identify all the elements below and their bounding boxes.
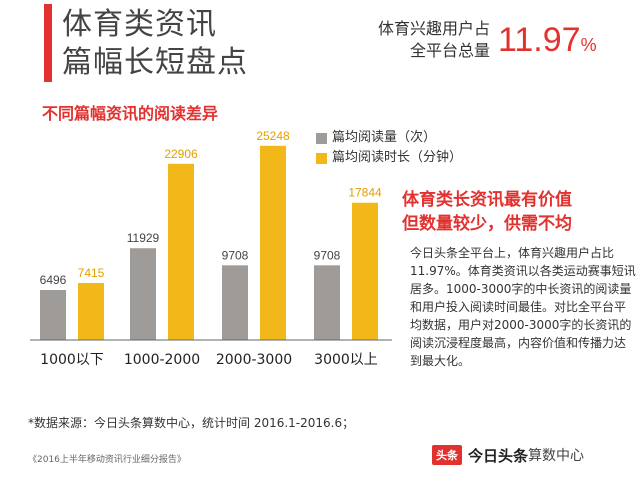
insight-heading: 体育类长资讯最有价值 但数量较少，供需不均 — [402, 188, 632, 236]
bar-read-2 — [222, 265, 248, 340]
chart-title: 不同篇幅资讯的阅读差异 — [42, 104, 219, 123]
bar-time-1 — [168, 163, 194, 340]
stat-label-line1: 体育兴趣用户占 — [377, 19, 490, 38]
data-label-read-3: 9708 — [314, 248, 341, 262]
data-source-note: *数据来源：今日头条算数中心，统计时间 2016.1-2016.6； — [28, 416, 355, 430]
bar-time-3 — [352, 202, 378, 340]
stat-value-unit: % — [580, 35, 597, 55]
page-title-line1: 体育类资讯 — [62, 7, 217, 42]
category-label-2: 2000-3000 — [216, 352, 292, 368]
brand-suffix: 算数中心 — [528, 448, 585, 464]
legend-label-read: 篇均阅读量（次） — [332, 130, 437, 145]
brand-logo-icon: 头条 — [432, 445, 462, 465]
data-label-time-3: 17844 — [348, 186, 382, 200]
data-label-time-0: 7415 — [78, 266, 105, 280]
bar-time-2 — [260, 145, 286, 340]
report-name: 《2016上半年移动资讯行业细分报告》 — [28, 455, 186, 465]
category-label-3: 3000以上 — [314, 352, 378, 368]
data-label-time-1: 22906 — [164, 147, 198, 161]
insight-heading-line2: 但数量较少，供需不均 — [402, 214, 572, 234]
data-label-read-0: 6496 — [40, 273, 67, 287]
legend-item-read: 篇均阅读量（次） — [316, 128, 462, 148]
legend-label-time: 篇均阅读时长（分钟） — [332, 150, 463, 165]
category-label-0: 1000以下 — [40, 352, 104, 368]
legend-swatch-read — [316, 132, 327, 144]
stat-label-line2: 全平台总量 — [409, 41, 490, 60]
brand-name: 今日头条 — [468, 446, 529, 465]
page-title-line2: 篇幅长短盘点 — [62, 45, 248, 80]
stat-value: 11.97% — [498, 20, 597, 65]
data-label-time-2: 25248 — [256, 129, 290, 143]
bar-read-1 — [130, 248, 156, 340]
insight-body: 今日头条全平台上，体育兴趣用户占比11.97%。体育类资讯以各类运动赛事短讯居多… — [410, 246, 636, 368]
bar-read-3 — [314, 265, 340, 340]
legend-item-time: 篇均阅读时长（分钟） — [316, 148, 462, 168]
data-label-read-1: 11929 — [127, 231, 160, 245]
insight-heading-line1: 体育类长资讯最有价值 — [402, 190, 572, 210]
bar-chart: 6496 7415 1000以下 11929 22906 1000-2000 9708 252… — [30, 129, 392, 368]
page-title: 体育类资讯 篇幅长短盘点 — [62, 6, 248, 82]
accent-bar — [44, 4, 52, 82]
bar-time-0 — [78, 282, 104, 340]
data-label-read-2: 9708 — [222, 248, 249, 262]
legend-swatch-time — [316, 152, 327, 164]
stat-label: 体育兴趣用户占 全平台总量 — [350, 18, 490, 62]
category-label-1: 1000-2000 — [124, 352, 200, 368]
brand-mark: 头条 今日头条 算数中心 — [432, 444, 584, 466]
stat-value-number: 11.97 — [498, 21, 581, 59]
bar-read-0 — [40, 290, 66, 340]
chart-legend: 篇均阅读量（次） 篇均阅读时长（分钟） — [316, 128, 462, 168]
